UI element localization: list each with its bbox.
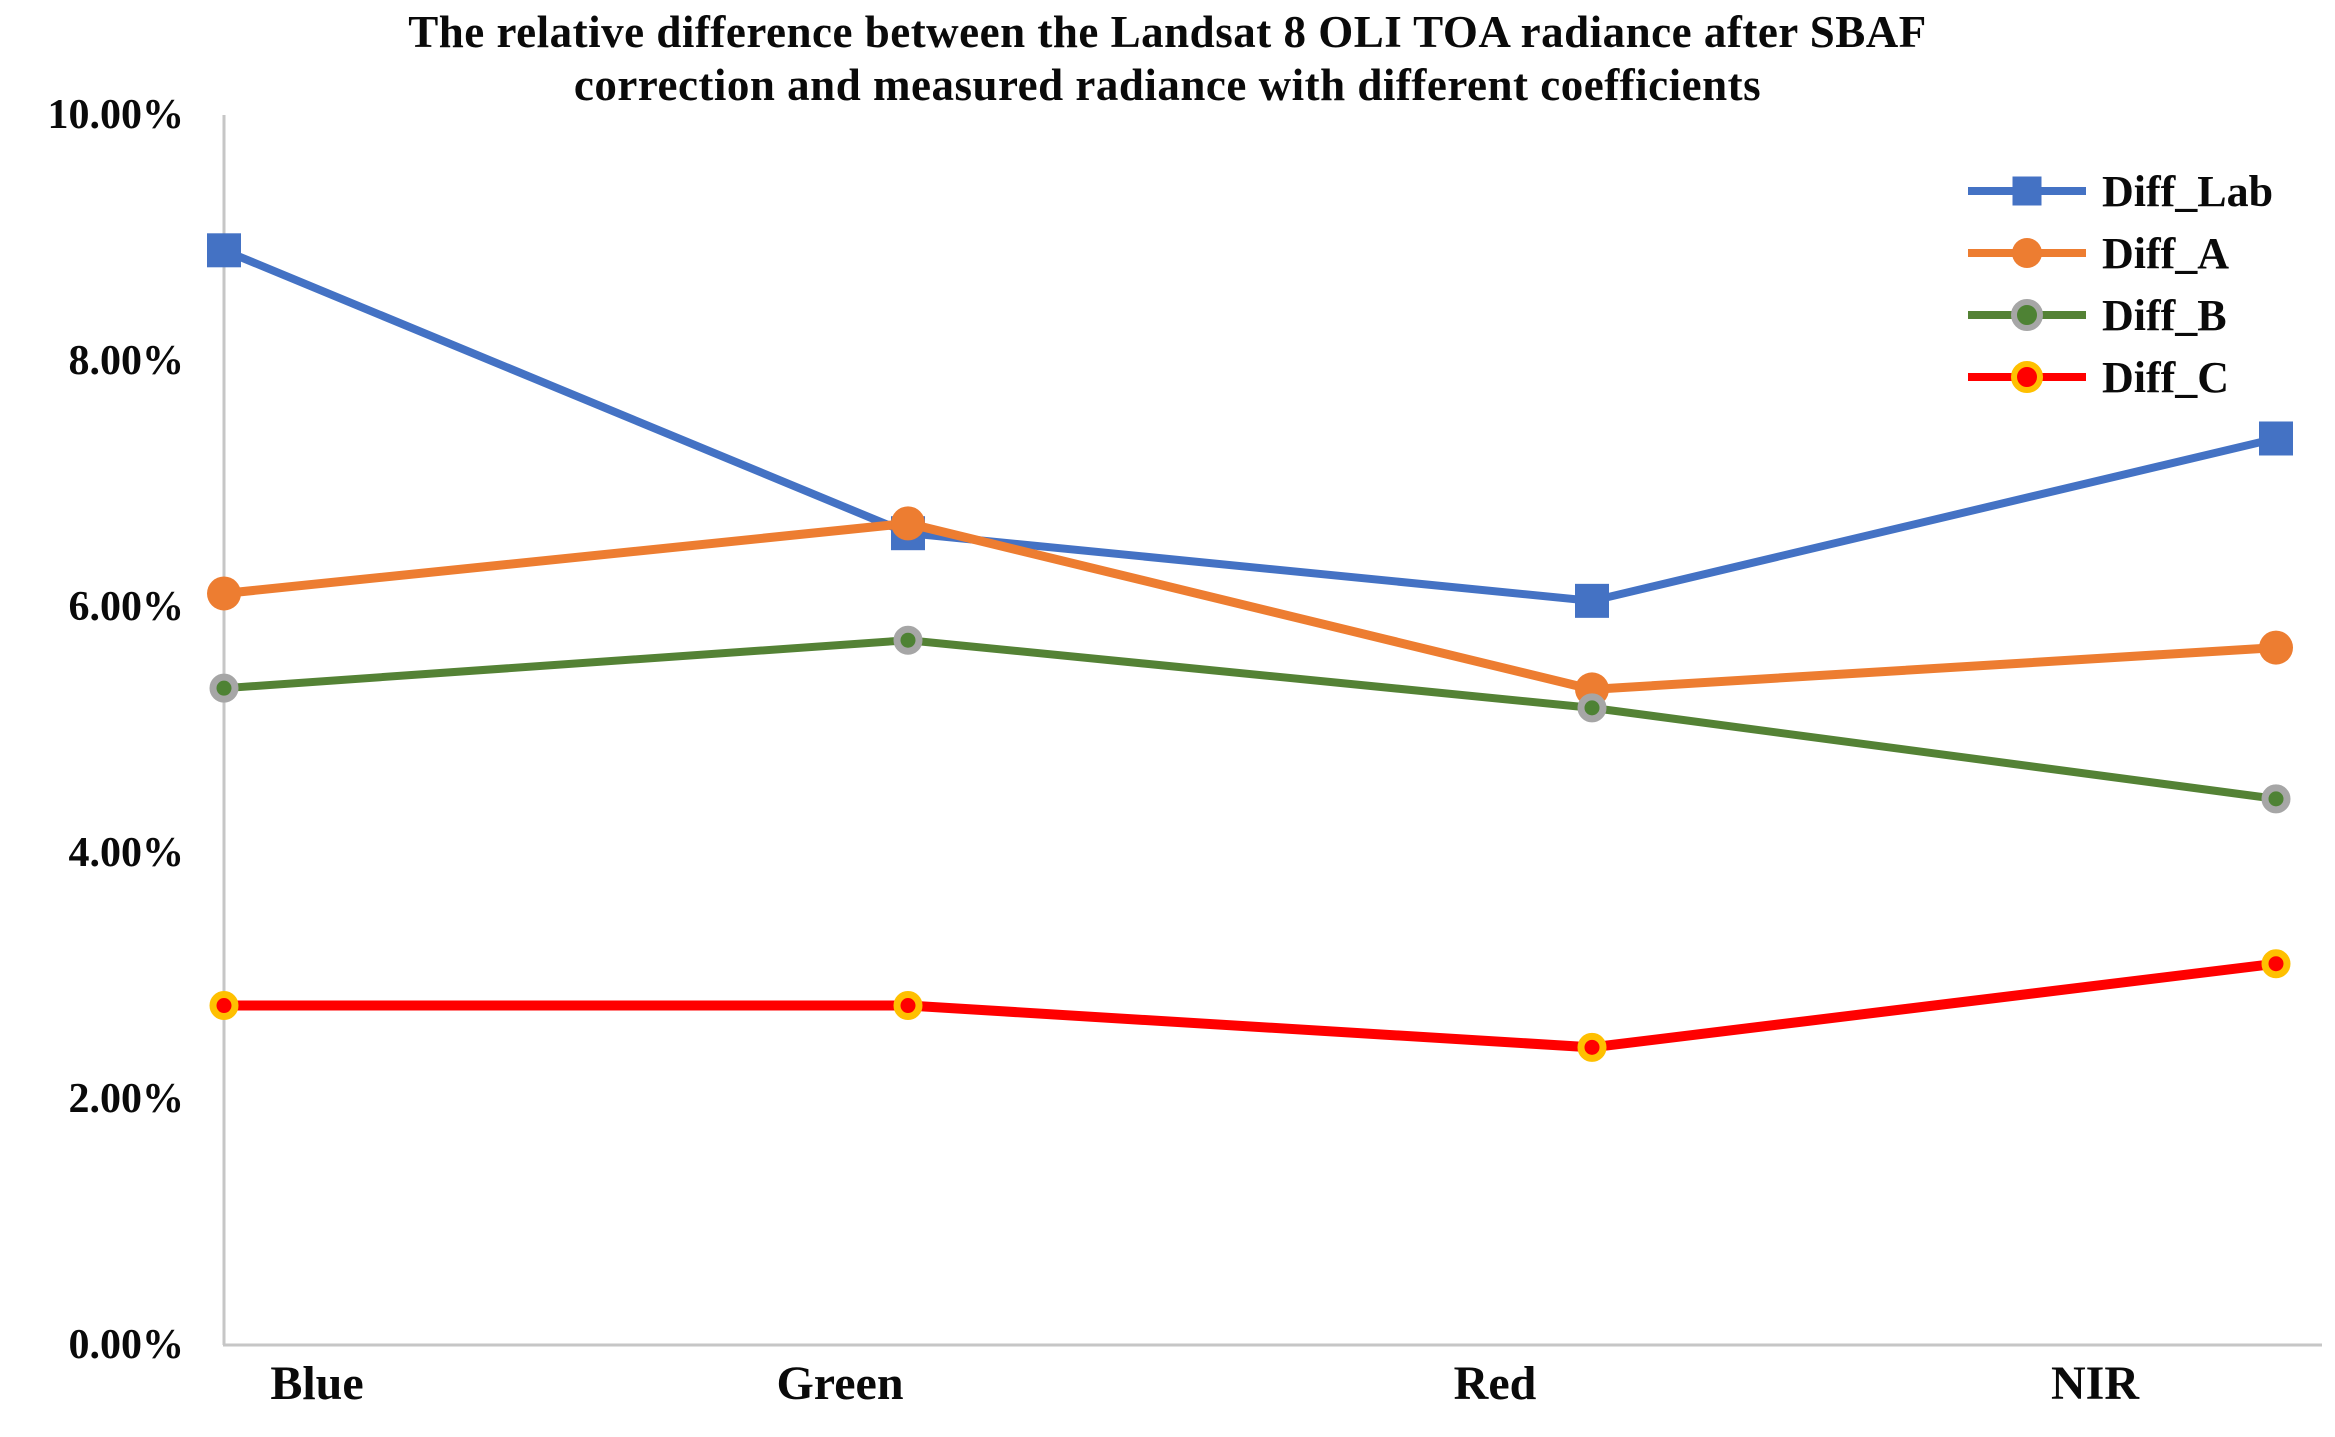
legend-item-Diff_B: Diff_B <box>1968 284 2273 346</box>
data-point-marker-Diff_B <box>1577 693 1607 723</box>
y-tick-label: 8.00% <box>68 338 185 384</box>
data-point-marker-Diff_A <box>2259 630 2293 665</box>
circle-marker-icon <box>2011 299 2043 331</box>
legend-item-Diff_A: Diff_A <box>1968 222 2273 284</box>
data-point-marker-Diff_Lab <box>2259 421 2293 456</box>
legend-label: Diff_A <box>2102 228 2230 278</box>
circle-marker-icon <box>2011 361 2043 393</box>
y-tick-label: 2.00% <box>68 1076 185 1122</box>
series-line-Diff_C <box>224 958 2277 1053</box>
legend-item-Diff_Lab: Diff_Lab <box>1968 160 2273 222</box>
data-point-marker-Diff_A <box>207 576 241 611</box>
legend-line-sample <box>1968 235 2086 271</box>
series-line-Diff_B <box>223 636 2277 803</box>
legend-line-sample <box>1968 297 2086 333</box>
legend-label: Diff_B <box>2102 290 2227 340</box>
data-point-marker-Diff_B <box>209 673 239 703</box>
data-point-marker-Diff_Lab <box>1575 583 1609 618</box>
data-point-marker-Diff_C <box>893 991 923 1021</box>
legend-label: Diff_Lab <box>2102 166 2274 216</box>
legend-line-sample <box>1968 359 2086 395</box>
chart-title-line1: The relative difference between the Land… <box>408 7 1927 57</box>
legend-line-sample <box>1968 173 2086 209</box>
y-tick-label: 0.00% <box>68 1322 185 1368</box>
data-point-marker-Diff_C <box>1577 1032 1607 1062</box>
y-tick-label: 10.00% <box>47 92 185 138</box>
data-point-marker-Diff_B <box>893 625 923 655</box>
y-tick-label: 4.00% <box>68 830 185 876</box>
x-axis-category-label: Blue <box>270 1357 364 1410</box>
series-line-Diff_A <box>223 518 2277 694</box>
x-axis-category-label: Red <box>1453 1357 1537 1410</box>
data-point-marker-Diff_C <box>2261 949 2291 979</box>
legend-item-Diff_C: Diff_C <box>1968 346 2273 408</box>
square-marker-icon <box>2012 176 2042 206</box>
chart-title-line2: correction and measured radiance with di… <box>573 60 1762 111</box>
legend: Diff_Lab Diff_A Diff_B Diff_C <box>1968 160 2273 408</box>
data-point-marker-Diff_C <box>209 991 239 1021</box>
series-line-Diff_Lab <box>222 246 2277 605</box>
data-point-marker-Diff_A <box>891 506 925 541</box>
x-axis-category-label: Green <box>776 1357 904 1410</box>
x-axis-category-label: NIR <box>2050 1357 2140 1410</box>
circle-marker-icon <box>2012 238 2042 268</box>
data-point-marker-Diff_Lab <box>207 233 241 268</box>
chart-title: The relative difference between the Land… <box>0 6 2335 112</box>
legend-label: Diff_C <box>2102 352 2230 402</box>
y-tick-label: 6.00% <box>68 584 185 630</box>
data-point-marker-Diff_B <box>2261 784 2291 814</box>
